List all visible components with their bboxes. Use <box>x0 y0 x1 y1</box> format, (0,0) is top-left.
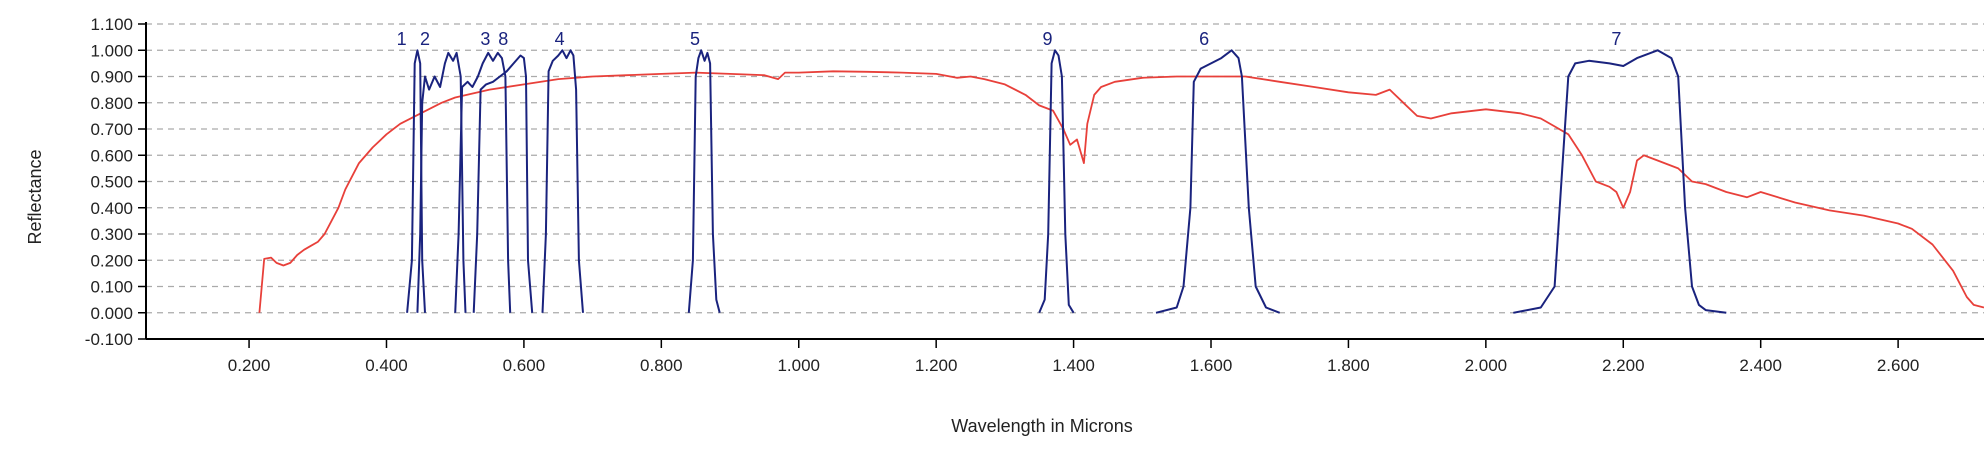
x-tick-label: 2.200 <box>1602 356 1645 375</box>
x-tick-label: 0.600 <box>503 356 546 375</box>
data-series <box>258 49 1984 314</box>
band-3-label: 3 <box>480 29 490 49</box>
x-tick-label: 2.400 <box>1739 356 1782 375</box>
x-axis-title: Wavelength in Microns <box>951 416 1132 436</box>
spectrum-line <box>258 70 1984 313</box>
y-tick-label: 0.500 <box>90 173 133 192</box>
band-9-label: 9 <box>1042 29 1052 49</box>
band-2-line <box>416 51 467 313</box>
y-tick-label: 0.000 <box>90 304 133 323</box>
x-tick-label: 1.000 <box>777 356 820 375</box>
band-6-label: 6 <box>1199 29 1209 49</box>
x-tick-labels: 0.200 0.400 0.600 0.800 1.000 1.200 1.400 1.600… <box>228 356 1920 375</box>
band-9-line <box>1038 49 1075 314</box>
y-tick-label: 0.600 <box>90 146 133 165</box>
y-tick-label: 0.800 <box>90 94 133 113</box>
band-5-label: 5 <box>690 29 700 49</box>
band-4-label: 4 <box>555 29 565 49</box>
band-8-line <box>472 54 534 313</box>
x-tick-label: 0.200 <box>228 356 271 375</box>
band-8-label: 8 <box>498 29 508 49</box>
band-5-line <box>687 49 721 314</box>
band-7-line <box>1513 49 1727 314</box>
y-tick-label: 0.400 <box>90 199 133 218</box>
y-tick-label: 0.300 <box>90 225 133 244</box>
y-axis-title: Reflectance <box>25 149 45 244</box>
x-tick-label: 2.600 <box>1877 356 1920 375</box>
y-tick-label: 0.700 <box>90 120 133 139</box>
band-1-line <box>406 49 426 313</box>
band-4-line <box>541 49 584 313</box>
y-tick-label: 1.000 <box>90 41 133 60</box>
y-tick-labels: -0.100 0.000 0.100 0.200 0.300 0.400 0.500 0.60… <box>85 15 133 349</box>
band-6-line <box>1155 49 1281 314</box>
x-tick-label: 1.200 <box>915 356 958 375</box>
band-7-label: 7 <box>1611 29 1621 49</box>
x-tick-label: 1.400 <box>1052 356 1095 375</box>
y-tick-label: -0.100 <box>85 330 133 349</box>
axes <box>138 22 1984 348</box>
x-tick-label: 0.400 <box>365 356 408 375</box>
y-tick-label: 0.200 <box>90 251 133 270</box>
y-tick-label: 0.900 <box>90 68 133 87</box>
x-tick-label: 2.000 <box>1465 356 1508 375</box>
x-tick-label: 1.600 <box>1190 356 1233 375</box>
band-1-label: 1 <box>397 29 407 49</box>
y-tick-label: 0.100 <box>90 278 133 297</box>
x-tick-label: 0.800 <box>640 356 683 375</box>
band-2-label: 2 <box>420 29 430 49</box>
y-tick-label: 1.100 <box>90 15 133 34</box>
x-tick-label: 1.800 <box>1327 356 1370 375</box>
